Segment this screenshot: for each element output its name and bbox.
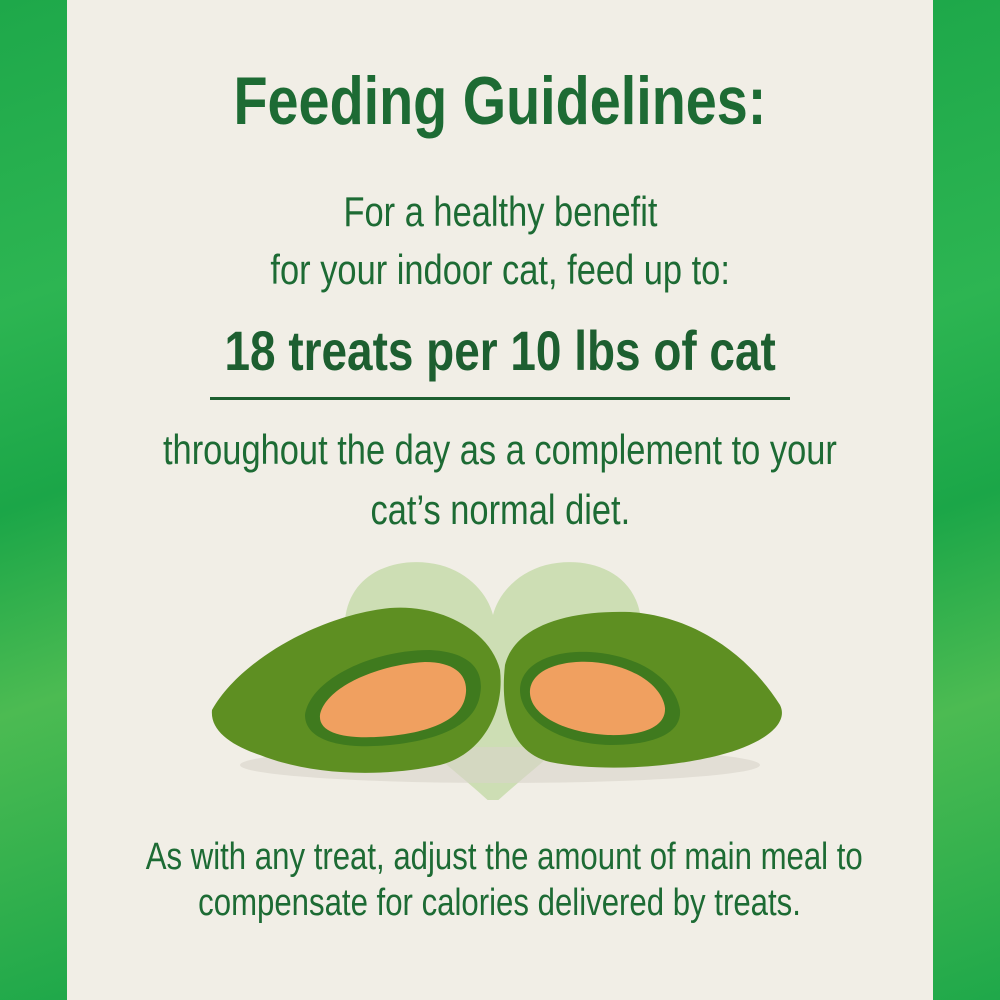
intro-line-1: For a healthy benefit	[67, 188, 933, 236]
detail-line-1: throughout the day as a complement to yo…	[67, 426, 933, 474]
right-green-border	[933, 0, 1000, 1000]
intro-line-2: for your indoor cat, feed up to:	[67, 246, 933, 294]
treat-left	[211, 607, 501, 773]
dosage-text: 18 treats per 10 lbs of cat	[224, 319, 776, 382]
detail-text-1: throughout the day as a complement to yo…	[163, 426, 837, 473]
intro-text-1: For a healthy benefit	[343, 188, 657, 235]
title-text: Feeding Guidelines:	[233, 63, 767, 139]
page-title: Feeding Guidelines:	[67, 62, 933, 140]
divider	[210, 397, 790, 400]
footer-line-2: compensate for calories delivered by tre…	[67, 882, 933, 925]
detail-text-2: cat’s normal diet.	[370, 486, 630, 533]
footer-line-1: As with any treat, adjust the amount of …	[67, 836, 933, 879]
intro-text-2: for your indoor cat, feed up to:	[270, 246, 730, 293]
treats-illustration	[211, 562, 782, 800]
footer-text-1: As with any treat, adjust the amount of …	[145, 836, 863, 878]
footer-text-2: compensate for calories delivered by tre…	[198, 882, 802, 924]
treat-right	[503, 611, 782, 768]
dosage-heading: 18 treats per 10 lbs of cat	[67, 318, 933, 383]
left-green-border	[0, 0, 67, 1000]
detail-line-2: cat’s normal diet.	[67, 486, 933, 534]
